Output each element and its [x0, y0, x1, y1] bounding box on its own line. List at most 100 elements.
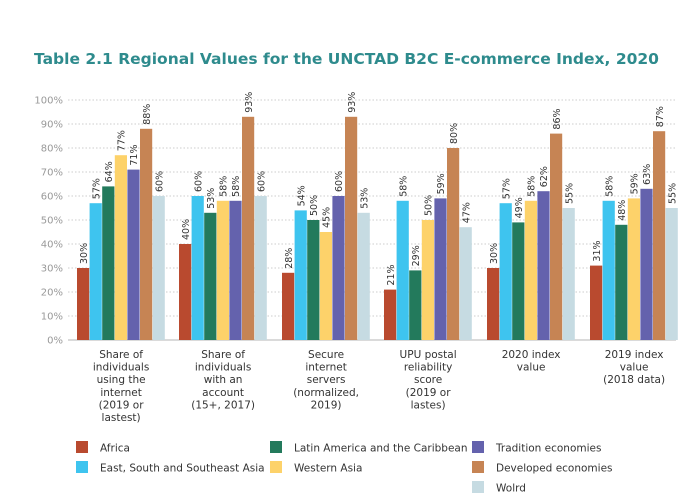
data-label: 57%	[91, 178, 102, 199]
bar	[127, 169, 140, 340]
category-label-line: (15+, 2017)	[191, 399, 255, 411]
bar	[653, 131, 666, 340]
data-label: 50%	[309, 195, 320, 216]
legend-swatch	[472, 481, 484, 493]
category-label: 2020 index value	[502, 349, 561, 374]
bar	[421, 220, 434, 340]
bar	[665, 208, 678, 340]
bar	[345, 116, 358, 340]
bar	[384, 289, 397, 340]
bar	[550, 133, 563, 340]
data-label: 30%	[79, 243, 90, 264]
data-label: 48%	[617, 200, 628, 221]
y-tick-label: 30%	[41, 264, 63, 275]
bar	[357, 212, 370, 340]
category-label-line: Share of	[201, 349, 245, 361]
data-label: 58%	[219, 176, 230, 197]
bar	[242, 116, 255, 340]
data-label: 53%	[359, 188, 370, 209]
bar	[459, 227, 472, 340]
legend-swatch	[76, 461, 88, 473]
data-label: 63%	[642, 164, 653, 185]
y-tick-label: 70%	[41, 168, 63, 179]
bar	[434, 198, 447, 340]
category-label-line: servers	[307, 374, 346, 386]
category-label: 2019 index value (2018 data)	[603, 349, 665, 386]
legend-swatch	[472, 441, 484, 453]
bar	[524, 200, 537, 340]
data-label: 59%	[630, 173, 641, 194]
data-label: 58%	[231, 176, 242, 197]
y-tick-label: 10%	[41, 312, 63, 323]
data-label: 40%	[181, 219, 192, 240]
y-tick-label: 50%	[41, 216, 63, 227]
data-label: 59%	[436, 173, 447, 194]
bar	[77, 268, 90, 340]
category-label-line: Share of	[99, 349, 143, 361]
data-label: 55%	[667, 183, 678, 204]
bar	[152, 196, 165, 340]
data-label: 21%	[386, 264, 397, 285]
category-label-line: score	[414, 374, 442, 386]
legend-label: East, South and Southeast Asia	[100, 463, 265, 475]
bar	[590, 265, 603, 340]
bar	[537, 191, 550, 340]
data-label: 31%	[592, 240, 603, 261]
data-label: 50%	[424, 195, 435, 216]
category-label: Share of individuals with an account (15+, 2…	[191, 349, 255, 411]
bar	[229, 200, 242, 340]
bar	[282, 272, 295, 340]
data-label: 88%	[142, 104, 153, 125]
category-label-line: internet	[100, 387, 142, 399]
bar	[562, 208, 575, 340]
legend-swatch	[76, 441, 88, 453]
category-label: UPU postal reliability score (2019 or lastes…	[400, 349, 457, 411]
data-label: 77%	[117, 130, 128, 151]
category-label-line: with an	[204, 374, 243, 386]
bar	[102, 186, 115, 340]
data-label: 28%	[284, 248, 295, 269]
category-label-line: internet	[305, 362, 347, 374]
legend-label: Africa	[100, 443, 130, 455]
legend-swatch	[472, 461, 484, 473]
bar	[602, 200, 615, 340]
bar	[627, 198, 640, 340]
category-label-line: 2020 index	[502, 349, 561, 361]
data-labels: 30% 40% 28% 21% 30% 31% 57% 60% 54% 58% 57% 58% 64% 5…	[79, 92, 679, 286]
category-label-line: Secure	[308, 349, 344, 361]
data-label: 93%	[347, 92, 358, 113]
category-label-line: 2019)	[311, 399, 342, 411]
bar	[640, 188, 653, 340]
category-label-line: value	[620, 362, 649, 374]
data-label: 54%	[296, 185, 307, 206]
data-label: 58%	[527, 176, 538, 197]
category-label-line: lastes)	[411, 399, 446, 411]
data-label: 86%	[552, 108, 563, 129]
bar	[89, 203, 102, 340]
data-label: 60%	[154, 171, 165, 192]
category-label: Secure internet servers (normalized, 2019)	[293, 349, 359, 411]
data-label: 57%	[501, 178, 512, 199]
data-label: 53%	[206, 188, 217, 209]
category-label-line: UPU postal	[400, 349, 457, 361]
data-label: 55%	[564, 183, 575, 204]
category-label-line: individuals	[93, 362, 149, 374]
bar	[179, 244, 192, 340]
category-label-line: individuals	[195, 362, 251, 374]
category-label-line: value	[517, 362, 546, 374]
data-label: 64%	[104, 161, 115, 182]
category-label-line: reliability	[404, 362, 453, 374]
category-label-line: (2019 or	[99, 399, 145, 411]
bar	[114, 155, 127, 340]
legend-label: Western Asia	[294, 463, 362, 475]
bar	[447, 148, 460, 340]
y-tick-label: 90%	[41, 120, 63, 131]
y-tick-label: 60%	[41, 192, 63, 203]
category-label-line: (normalized,	[293, 387, 359, 399]
data-label: 49%	[514, 197, 525, 218]
data-label: 60%	[193, 171, 204, 192]
data-label: 87%	[655, 106, 666, 127]
category-label-line: (2019 or	[406, 387, 452, 399]
y-tick-label: 80%	[41, 144, 63, 155]
